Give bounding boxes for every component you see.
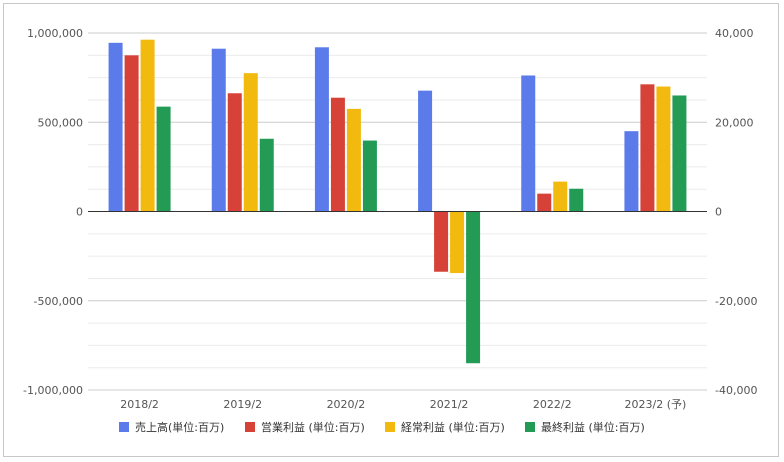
legend-label: 最終利益 (単位:百万) [541,420,645,434]
right-axis-tick-label: 20,000 [715,116,754,129]
legend-swatch [245,422,255,432]
bar-1-5 [521,75,536,212]
bar-4-5 [569,188,584,212]
bar-4-3 [362,140,377,212]
bar-1-3 [314,47,329,212]
bar-4-2 [259,138,274,212]
gridlines [88,32,707,391]
bar-4-1 [156,106,171,212]
bar-1-6 [624,131,639,212]
legend: 売上高(単位:百万) 営業利益 (単位:百万) 経常利益 (単位:百万) 最終利益 (… [119,420,645,434]
legend-swatch [119,422,129,432]
left-axis-tick-label: -500,000 [34,295,83,308]
bar-3-3 [346,108,361,212]
x-axis-tick-label: 2019/2 [223,398,262,411]
bar-2-2 [227,93,242,212]
bar-2-3 [330,97,345,212]
bar-4-6 [672,95,687,212]
legend-label: 売上高(単位:百万) [135,420,224,434]
right-axis-tick-label: 40,000 [715,27,754,40]
bar-1-2 [211,48,226,212]
bar-3-6 [656,86,671,212]
left-axis-tick-label: 1,000,000 [27,27,83,40]
bar-3-5 [553,181,568,212]
bar-2-5 [537,193,552,212]
x-axis-tick-label: 2022/2 [533,398,572,411]
x-axis-tick-label: 2018/2 [120,398,159,411]
bar-2-4 [434,211,449,272]
chart-frame: 1,000,000 500,000 0 -500,000 -1,000,000 40,00… [3,3,779,457]
bar-3-4 [450,211,465,274]
right-axis-tick-label: -20,000 [715,295,757,308]
legend-swatch [525,422,535,432]
bar-2-1 [124,55,139,212]
bar-chart: 1,000,000 500,000 0 -500,000 -1,000,000 40,00… [23,27,757,434]
axes: 1,000,000 500,000 0 -500,000 -1,000,000 40,00… [23,27,757,411]
left-axis-tick-label: -1,000,000 [23,384,83,397]
right-axis-tick-label: -40,000 [715,384,757,397]
bar-1-4 [418,90,433,212]
bars [88,39,707,364]
right-axis-tick-label: 0 [715,206,722,219]
bar-3-1 [140,39,155,212]
legend-label: 経常利益 (単位:百万) [401,420,505,434]
legend-label: 営業利益 (単位:百万) [261,420,365,434]
left-axis-tick-label: 500,000 [38,116,84,129]
bar-3-2 [243,73,258,212]
left-axis-tick-label: 0 [76,206,83,219]
bar-2-6 [640,84,655,212]
bar-1-1 [108,42,123,212]
x-axis-tick-label: 2021/2 [430,398,469,411]
x-axis-tick-label: 2023/2 (予) [625,398,687,411]
bar-4-4 [466,211,481,364]
x-axis-tick-label: 2020/2 [327,398,366,411]
legend-swatch [385,422,395,432]
